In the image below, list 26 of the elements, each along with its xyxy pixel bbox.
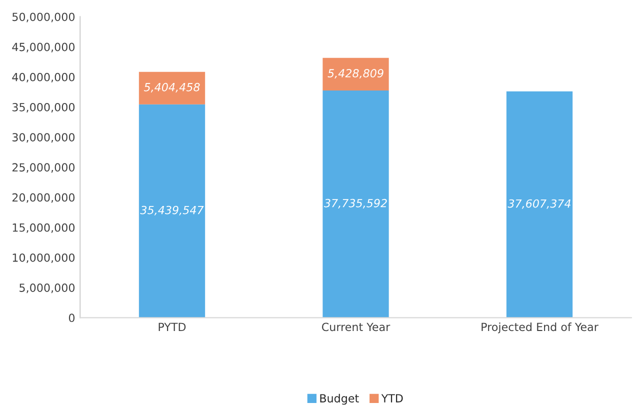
bar xyxy=(506,91,573,318)
bar xyxy=(138,72,206,104)
bar xyxy=(322,58,389,91)
y-tick-label: 30,000,000 xyxy=(12,133,75,143)
bar xyxy=(138,104,206,318)
y-tick-label: 5,000,000 xyxy=(20,284,75,294)
x-tick-label: Current Year xyxy=(322,322,390,332)
x-tick-label: Projected End of Year xyxy=(482,322,598,334)
y-tick-label: 40,000,000 xyxy=(12,72,75,82)
legend-label: Budget xyxy=(320,394,359,405)
data-label: 37,735,592 xyxy=(324,198,387,208)
data-label: 35,439,547 xyxy=(140,206,204,216)
data-label: 5,404,458 xyxy=(144,82,200,92)
y-tick-label: 10,000,000 xyxy=(12,253,75,263)
x-tick-label: PYTD xyxy=(158,322,186,331)
y-tick-label: 25,000,000 xyxy=(12,163,75,173)
data-label: 37,607,374 xyxy=(508,199,571,209)
y-tick-label: 20,000,000 xyxy=(12,193,75,203)
y-tick-label: 15,000,000 xyxy=(12,223,75,233)
legend-label: YTD xyxy=(381,394,403,402)
y-tick-label: 0 xyxy=(68,314,75,322)
y-tick-label: 50,000,000 xyxy=(12,12,75,22)
bar xyxy=(322,90,389,318)
y-tick-label: 35,000,000 xyxy=(12,102,75,113)
data-label: 5,428,809 xyxy=(328,69,384,79)
y-tick-label: 45,000,000 xyxy=(12,42,75,52)
